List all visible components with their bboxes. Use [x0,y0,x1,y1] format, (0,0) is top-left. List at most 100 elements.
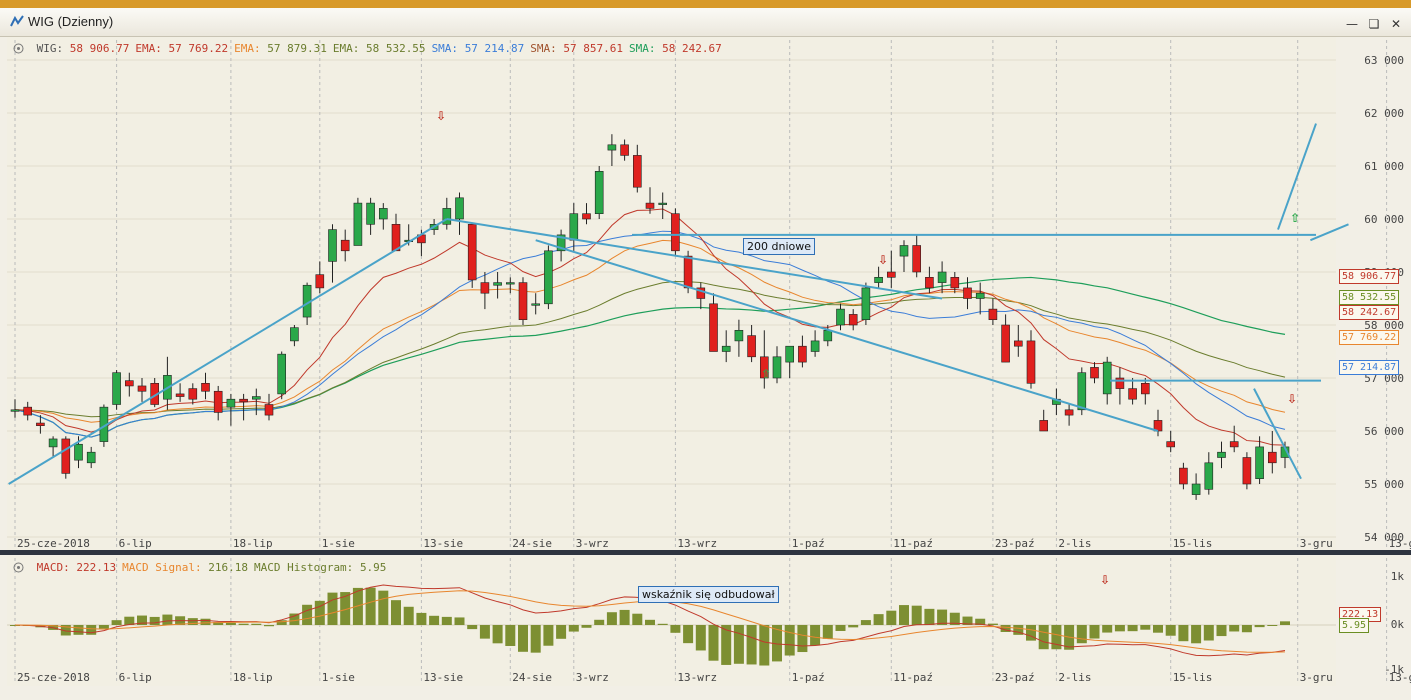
x-tick-label: 15-lis [1173,537,1213,550]
macd-histogram-bar [1114,625,1125,632]
candle-body [912,245,922,273]
candle-body [1001,324,1010,363]
macd-histogram-bar [98,625,109,629]
macd-histogram-bar [73,625,84,635]
x-tick-label: 2-lis [1058,671,1091,684]
x-tick-label: 23-paź [995,671,1035,684]
candle-body [734,329,744,342]
candle-body [810,340,820,352]
macd-histogram-bar [962,616,973,625]
close-icon[interactable]: ✕ [1390,17,1402,31]
candle-body [391,224,401,252]
sell-signal-icon: ⇩ [436,109,446,123]
move-panel-icon[interactable] [12,562,25,573]
candle-body [620,144,629,156]
candle-body [1166,441,1175,448]
macd-histogram-bar [937,609,948,625]
price-tag: 58 242.67 [1339,305,1400,320]
x-tick-label: 3-gru [1300,671,1333,684]
candle-body [505,282,515,285]
candle-body [1268,451,1277,464]
candle-body [378,208,388,220]
candle-body [848,314,858,326]
candle-body [340,239,350,252]
macd-histogram-bar [378,590,389,625]
macd-histogram-bar [632,613,643,625]
candle-body [1217,451,1226,458]
macd-histogram-bar [1178,625,1189,642]
x-tick-label: 13-wrz [677,537,717,550]
macd-histogram-bar [721,625,732,665]
y-tick-label: 57 000 [1364,372,1404,385]
x-tick-label: 23-paź [995,537,1035,550]
y-tick-label: 56 000 [1364,425,1404,438]
x-tick-label: 13-wrz [677,671,717,684]
x-tick-label: 15-lis [1173,671,1213,684]
macd-histogram-bar [162,614,173,625]
macd-histogram-bar [187,618,198,625]
candle-body [963,287,972,299]
candle-body [455,197,464,220]
macd-histogram-bar [1229,625,1240,632]
macd-histogram-bar [759,625,770,666]
macd-histogram-bar [1038,625,1049,650]
candle-body [36,422,45,426]
macd-histogram-bar [391,600,401,625]
macd-histogram-bar [327,592,338,625]
candle-body [10,409,20,412]
legend-label-4: SMA: [431,42,465,55]
legend-value-0: 58 906.77 [69,42,130,55]
macd-histogram-bar [1102,625,1113,633]
macd-histogram-bar [772,625,782,662]
macd_legend-value-2: 5.95 [359,561,387,574]
y-tick-label: 62 000 [1364,107,1404,120]
macd-histogram-bar [289,613,300,625]
buy-signal-icon: ⇧ [761,367,771,381]
minimize-icon[interactable]: — [1346,17,1358,31]
candle-body [86,451,96,464]
legend-value-1: 57 769.22 [168,42,229,55]
candle-body [1102,361,1112,395]
candle-body [137,385,147,392]
panel-separator[interactable] [0,550,1411,555]
candle-body [1077,372,1087,411]
macd-histogram-bar [340,592,351,625]
candle-body [721,345,731,352]
candle-body [1204,462,1214,490]
macd-histogram-bar [492,625,503,644]
macd-histogram-bar [1051,625,1062,650]
macd-histogram-bar [975,618,986,625]
macd-histogram-bar [225,622,236,625]
candle-body [1191,483,1201,495]
candle-body [252,396,261,400]
restore-icon[interactable]: ❏ [1368,17,1380,31]
macd-histogram-bar [708,625,719,661]
macd-histogram-bar [1026,625,1036,641]
candle-body [671,213,680,252]
y-tick-label: 54 000 [1364,531,1404,544]
candle-body [683,255,693,289]
ema-slow-line [14,281,1286,418]
macd-histogram-bar [365,587,376,625]
candle-body [1242,457,1252,485]
move-panel-icon[interactable] [12,43,25,54]
projection-down-line [1253,388,1302,480]
candle-body [201,382,210,392]
candle-body [1255,446,1264,479]
macd-histogram-bar [556,625,567,639]
candle-body [607,144,617,151]
macd-axis-label: 1k [1391,570,1405,583]
x-tick-label: 1-sie [322,671,355,684]
macd-histogram-bar [1153,625,1163,633]
macd-histogram-bar [911,605,922,625]
legend-label-1: EMA: [135,42,169,55]
macd_legend-label-1: MACD Signal: [122,561,209,574]
candle-body [518,282,528,321]
macd-histogram-bar [213,622,224,625]
x-tick-label: 11-paź [893,537,933,550]
candle-body [1064,409,1074,416]
legend-value-6: 58 242.67 [662,42,722,55]
macd-histogram-bar [467,625,478,630]
x-tick-label: 1-paź [792,537,825,550]
macd-histogram-bar [873,614,884,625]
